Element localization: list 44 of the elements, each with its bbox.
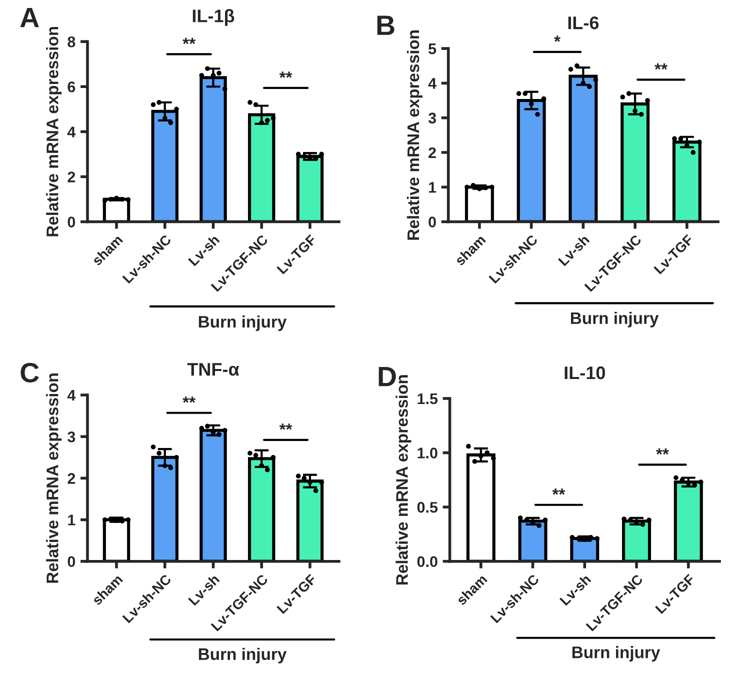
text: C [20,362,39,383]
y-tick-label: 2 [428,147,436,158]
chart-title: IL-6 [568,16,599,30]
text: A [20,8,39,28]
y-tick-label: 0.0 [417,556,438,568]
annotation: ** [654,63,668,70]
y-axis-title: Relative mRNA expression [406,30,422,240]
y-tick-label: 0.5 [417,502,438,513]
chart-title: IL-1β [192,9,234,26]
y-tick-label: 0 [68,556,76,568]
y-tick-label: 2 [68,473,76,484]
y-axis-title: Relative mRNA expression [46,26,62,236]
text: * [554,36,560,42]
text: Burn injury [198,648,287,664]
y-tick-label: 0 [68,216,76,228]
y-tick-label: 0 [428,216,436,228]
y-tick-label: 3 [428,112,436,124]
y-axis-title: Relative mRNA expression [396,375,412,585]
y-tick-label: 1 [428,182,436,193]
y-tick-label: 5 [428,44,436,54]
y-tick-label: 2 [68,172,76,182]
text: Burn injury [570,312,659,328]
text: B [377,16,394,35]
y-tick-label: 3 [68,431,76,442]
annotation: ** [552,488,566,495]
y-tick-label: 6 [68,81,76,92]
y-tick-label: 4 [67,126,76,138]
y-tick-label: 1.0 [418,448,438,458]
annotation: ** [182,396,196,403]
chart-title: TNF-α [187,363,240,376]
annotation: ** [656,448,669,455]
y-tick-label: 4 [428,78,436,89]
y-axis-title: Relative mRNA expression [46,373,62,583]
y-tick-label: 4 [67,390,76,401]
text: Burn injury [572,646,660,662]
y-tick-label: 1 [68,514,76,526]
text: D [378,367,396,386]
y-tick-label: 1.5 [418,394,438,404]
text: Burn injury [198,315,287,331]
y-tick-label: 8 [68,36,76,48]
chart-title: IL-10 [564,366,605,380]
annotation: ** [182,38,196,44]
annotation: ** [279,424,292,430]
annotation: ** [279,72,292,78]
